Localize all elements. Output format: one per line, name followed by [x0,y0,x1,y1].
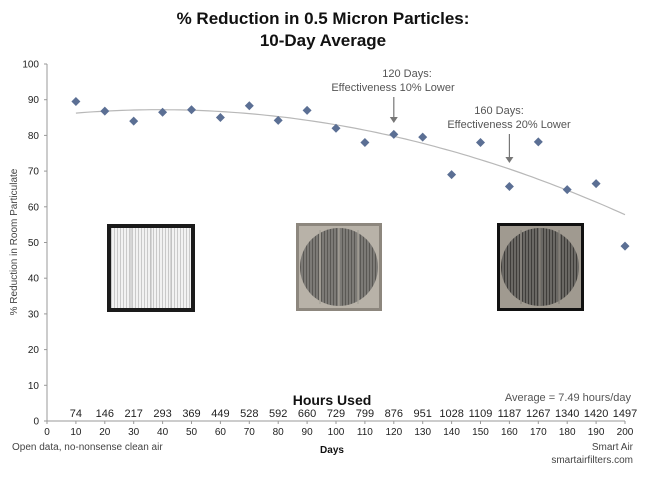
y-tick-label: 90 [28,95,40,106]
hours-value: 729 [327,408,345,420]
hours-value: 1109 [469,408,493,420]
data-point [504,181,514,191]
data-point [302,105,312,115]
data-point [476,138,485,148]
y-tick-label: 20 [28,345,40,356]
data-point [187,105,196,115]
footer-website: smartairfilters.com [551,455,633,466]
y-tick-label: 0 [33,417,39,428]
x-tick-label: 140 [443,427,460,438]
hours-value: 293 [153,408,171,420]
data-point [620,241,630,251]
footer-brand: Smart Air [592,442,634,453]
hours-value: 1420 [584,408,608,420]
hours-value: 592 [269,408,287,420]
y-tick-label: 70 [28,167,40,178]
data-point [100,106,110,116]
chart-subtitle: 10-Day Average [259,31,387,50]
annotation-120-line1: 120 Days: [382,68,432,80]
hours-value: 1028 [439,408,463,420]
x-tick-label: 180 [559,427,576,438]
hours-value: 799 [356,408,374,420]
x-tick-label: 170 [530,427,547,438]
hours-value: 1187 [498,408,522,420]
y-tick-label: 10 [28,381,40,392]
y-tick-label: 50 [28,238,40,249]
used-filter-photo-120-days [296,223,382,311]
y-tick-label: 100 [22,60,39,71]
chart-title: % Reduction in 0.5 Micron Particles: [176,9,470,28]
x-tick-label: 90 [302,427,314,438]
new-filter-photo [107,224,195,312]
annotation-160-line1: 160 Days: [474,105,524,117]
y-tick-label: 60 [28,202,40,213]
used-filter-photo-160-days [497,223,584,311]
hours-value: 1497 [613,408,637,420]
x-tick-label: 120 [385,427,402,438]
x-tick-label: 80 [273,427,285,438]
x-tick-label: 110 [357,427,373,438]
annotation-arrowhead [389,117,398,123]
data-point [273,115,283,125]
x-tick-label: 150 [472,427,489,438]
hours-value: 876 [385,408,403,420]
data-point [215,113,225,123]
hours-used-label: Hours Used [293,392,372,408]
hours-value: 146 [96,408,114,420]
x-tick-label: 0 [44,427,50,438]
x-tick-label: 200 [617,427,634,438]
average-note: Average = 7.49 hours/day [505,392,632,404]
annotation-160-line2: Effectiveness 20% Lower [447,119,571,131]
hours-value: 449 [211,408,229,420]
x-axis-label: Days [320,445,344,456]
data-point [331,123,341,133]
footer-tagline: Open data, no-nonsense clean air [12,442,163,453]
x-tick-label: 20 [99,427,111,438]
x-tick-label: 130 [414,427,431,438]
data-point [447,170,457,180]
x-tick-label: 190 [588,427,605,438]
y-tick-label: 80 [28,131,40,142]
data-point [389,129,399,139]
hours-value: 528 [240,408,258,420]
hours-value: 217 [125,408,143,420]
hours-value: 369 [182,408,200,420]
hours-value: 1340 [555,408,579,420]
data-point [71,96,81,106]
hours-value: 660 [298,408,316,420]
annotation-120-line2: Effectiveness 10% Lower [331,82,455,94]
x-tick-label: 160 [501,427,518,438]
x-tick-label: 30 [128,427,140,438]
x-tick-label: 100 [328,427,345,438]
x-tick-label: 50 [186,427,198,438]
y-tick-label: 40 [28,274,40,285]
data-point [360,138,370,148]
x-tick-label: 70 [244,427,256,438]
data-point [533,137,543,147]
data-point [591,179,601,189]
x-tick-label: 40 [157,427,169,438]
data-point [418,132,428,142]
y-tick-label: 30 [28,309,40,320]
data-point [129,116,139,126]
trend-line [75,109,626,216]
data-point [562,185,572,195]
data-point [158,107,168,117]
data-point [244,101,254,111]
hours-value: 1267 [526,408,550,420]
x-tick-label: 60 [215,427,227,438]
x-tick-label: 10 [70,427,82,438]
hours-value: 74 [70,408,82,420]
y-axis-label: % Reduction in Room Particulate [9,168,20,315]
annotation-arrowhead [505,157,514,163]
hours-value: 951 [414,408,432,420]
